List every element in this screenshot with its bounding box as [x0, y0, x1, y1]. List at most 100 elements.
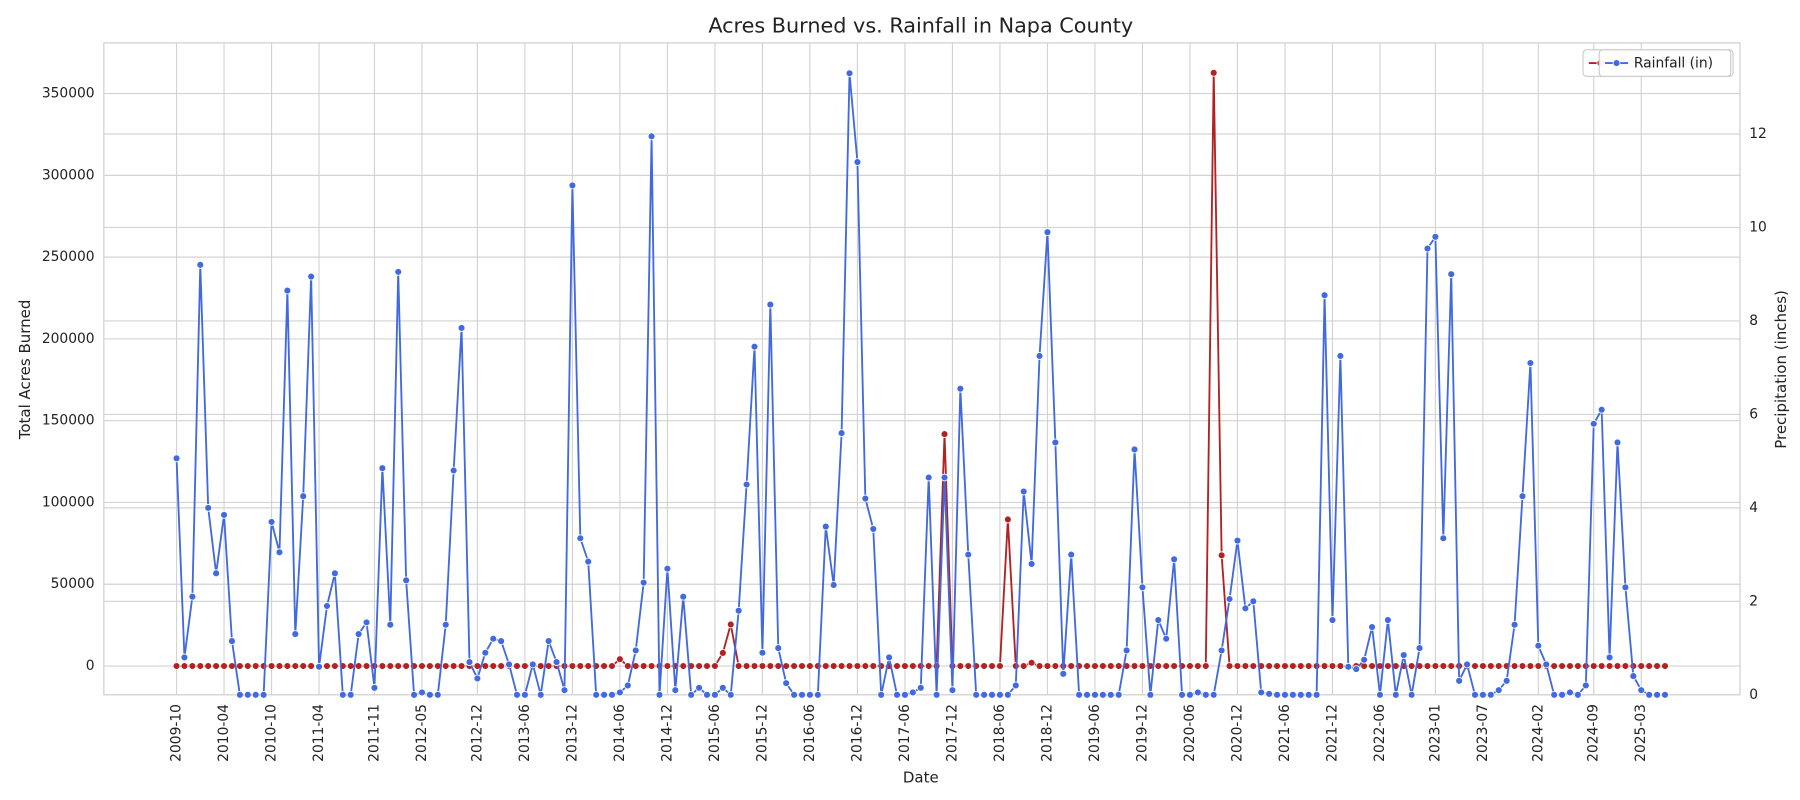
data-point — [1233, 536, 1242, 545]
data-point — [354, 662, 363, 670]
data-point — [323, 662, 331, 670]
y2-axis-label: Precipitation (inches) — [1772, 290, 1790, 449]
data-point — [1431, 662, 1440, 670]
data-point — [402, 576, 411, 585]
data-point — [1178, 690, 1186, 699]
data-point — [331, 569, 339, 578]
data-point — [616, 655, 624, 664]
x-tick-label: 2009-10 — [169, 704, 185, 762]
x-tick-label: 2012-05 — [414, 704, 430, 762]
data-point — [1201, 662, 1210, 670]
x-tick-label: 2019-06 — [1087, 704, 1103, 762]
data-point — [1019, 662, 1028, 670]
data-point — [236, 690, 244, 699]
data-point — [829, 581, 838, 589]
data-point — [1241, 604, 1250, 613]
data-point — [188, 592, 197, 601]
data-point — [1486, 690, 1495, 699]
data-point — [275, 662, 284, 670]
data-point — [505, 660, 513, 669]
data-point — [370, 683, 379, 692]
data-point — [837, 662, 846, 670]
data-point — [600, 690, 608, 699]
x-tick-label: 2020-12 — [1229, 704, 1245, 762]
data-point — [236, 662, 244, 670]
data-point — [1091, 690, 1099, 699]
data-point — [1653, 662, 1661, 670]
data-point — [259, 662, 268, 670]
data-point — [449, 466, 458, 475]
data-point — [877, 690, 886, 699]
data-point — [1209, 68, 1218, 77]
data-point — [1486, 662, 1495, 670]
x-tick-label: 2021-06 — [1277, 704, 1293, 762]
data-point — [1027, 560, 1036, 568]
data-point — [1621, 662, 1630, 670]
x-tick-label: 2016-06 — [802, 704, 818, 762]
data-point — [932, 662, 941, 670]
data-point — [1328, 616, 1337, 624]
data-point — [1518, 492, 1527, 501]
x-tick-label: 2021-12 — [1324, 704, 1340, 762]
data-point — [766, 662, 775, 670]
data-point — [1597, 662, 1606, 670]
data-point — [639, 578, 648, 587]
data-point — [172, 662, 181, 670]
data-point — [790, 662, 798, 670]
data-point — [1581, 681, 1590, 690]
data-point — [449, 662, 458, 670]
data-point — [964, 550, 973, 559]
data-point — [1605, 653, 1614, 662]
data-point — [1067, 662, 1076, 670]
data-point — [1257, 688, 1266, 697]
data-point — [513, 690, 521, 699]
data-point — [1170, 662, 1178, 670]
data-point — [568, 662, 577, 670]
data-point — [1574, 662, 1582, 670]
data-point — [774, 644, 783, 652]
data-point — [481, 648, 490, 657]
data-point — [1542, 660, 1551, 669]
data-point — [908, 662, 917, 670]
data-point — [394, 662, 403, 670]
data-point — [853, 158, 862, 166]
data-point — [1273, 690, 1281, 699]
data-point — [980, 662, 988, 670]
data-point — [1186, 662, 1194, 670]
data-point — [1217, 551, 1226, 560]
data-point — [1281, 690, 1289, 699]
data-point — [1130, 445, 1139, 454]
data-point — [853, 662, 862, 670]
data-point — [687, 690, 696, 699]
y2-tick-label: 6 — [1749, 406, 1758, 422]
data-point — [742, 662, 751, 670]
data-point — [663, 564, 672, 573]
data-point — [901, 662, 909, 670]
data-point — [362, 662, 371, 670]
data-point — [299, 492, 308, 501]
data-point — [1439, 662, 1448, 670]
data-point — [323, 602, 331, 610]
data-point — [283, 286, 292, 295]
data-point — [908, 688, 917, 697]
x-tick-label: 2013-06 — [517, 704, 533, 762]
data-point — [1526, 359, 1535, 367]
data-point — [1613, 662, 1622, 670]
data-point — [829, 662, 838, 670]
data-point — [1320, 291, 1329, 300]
data-point — [1154, 662, 1163, 670]
data-point — [1344, 662, 1353, 671]
data-point — [1296, 662, 1305, 670]
data-point — [1138, 583, 1147, 592]
data-point — [869, 662, 878, 670]
data-point — [1059, 669, 1068, 678]
data-point — [1194, 688, 1202, 697]
data-point — [212, 569, 220, 578]
data-point — [386, 662, 395, 670]
data-point — [220, 511, 228, 519]
data-point — [536, 690, 545, 699]
data-point — [616, 688, 624, 697]
data-point — [1479, 690, 1487, 699]
data-point — [1328, 662, 1337, 670]
data-point — [1320, 662, 1329, 670]
